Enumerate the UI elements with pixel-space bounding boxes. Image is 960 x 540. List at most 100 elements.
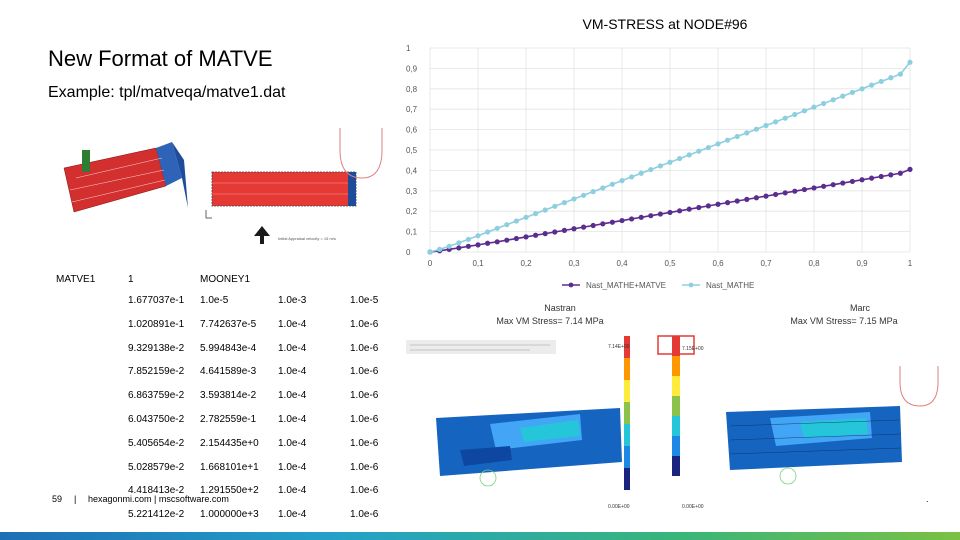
model-figure: Initial Appraisal velocity = 15 m/s [63,128,383,244]
table-cell: 3.593814e-2 [200,390,257,402]
y-tick-label: 0 [406,248,411,257]
series-point [859,86,865,92]
series-point [657,163,663,169]
table-cell: 1.0e-4 [278,461,307,473]
table-cell: 5.994843e-4 [200,342,257,354]
series-point [725,200,731,206]
series-point [792,188,798,194]
series-point [830,97,836,103]
y-tick-label: 0,8 [406,85,418,94]
x-tick-label: 0,2 [520,259,532,268]
fem-left-title: Nastran [544,303,576,313]
series-point [773,191,779,198]
table-header-model: MOONEY1 [200,274,251,285]
series-point [552,229,558,235]
table-cell: 1.0e-4 [278,318,307,330]
y-tick-label: 0,7 [406,105,418,114]
x-tick-label: 0 [428,259,433,268]
chart-series [427,59,913,255]
legend-marker [688,282,694,288]
fem-left-contour [436,408,622,476]
series-point [753,126,759,132]
tilted-mesh-block [63,142,188,213]
series-point [667,159,673,165]
bracket-shape [339,128,383,179]
series-point [533,211,539,217]
series-point [830,182,836,188]
series-point [782,115,788,121]
y-tick-label: 1 [406,44,411,53]
table-cell: 5.028579e-2 [128,461,185,473]
y-tick-label: 0,6 [406,126,418,135]
table-cell: 6.043750e-2 [128,414,185,425]
series-point [897,170,903,176]
series-point [677,155,683,162]
x-tick-label: 0,5 [664,259,676,268]
series-point [849,89,855,96]
fem-left-header-block [406,340,556,354]
fem-right-color-scale [672,336,680,476]
chart-grid [429,47,911,253]
series-point [581,224,587,230]
series-point [523,234,529,240]
series-point [811,185,817,191]
series-point [552,203,558,209]
series-point [485,240,491,246]
slide-subtitle: Example: tpl/matveqa/matve1.dat [48,84,286,101]
series-point [869,82,875,88]
footer-separator: | [74,494,77,504]
velocity-arrow-icon [254,226,270,236]
series-point [849,178,855,185]
series-point [696,204,702,211]
series-point [513,235,519,242]
table-cell: 1.020891e-1 [128,318,185,330]
table-cell: 1.0e-6 [350,485,379,497]
series-point [888,75,894,81]
x-tick-label: 0,6 [712,259,724,268]
series-point [734,133,740,140]
series-point [504,222,510,228]
fem-right-stress: Max VM Stress= 7.15 MPa [790,316,897,326]
series-point [773,119,779,125]
series-point [542,231,548,237]
fem-right-figure: Marc Max VM Stress= 7.15 MPa 7.15E+00 0.… [657,303,939,510]
table-cell: 2.782559e-1 [200,414,257,425]
series-point [456,245,462,251]
series-point [619,178,625,184]
series-point [629,216,635,222]
series-point [811,104,817,110]
bottom-brand-bar [0,532,960,540]
table-cell: 4.641589e-3 [200,366,257,378]
series-point [907,59,913,65]
fem-right-scale-max: 7.15E+00 [682,346,704,352]
table-cell: 1.0e-4 [278,366,307,378]
series-point [523,214,529,220]
footer-links: hexagonmi.com | mscsoftware.com [88,494,229,504]
table-cell: 7.852159e-2 [128,366,185,378]
series-point [878,173,884,180]
series-point [513,218,519,224]
fem-left-scale-max: 7.14E+00 [608,344,630,350]
table-cell: 1.0e-6 [350,437,379,449]
axis-triad-icon [205,210,212,219]
series-point [581,192,587,198]
series-point [667,209,673,216]
flat-mesh-block [211,171,357,207]
series-point [590,222,596,229]
series-point [446,243,452,249]
series-point [792,111,798,118]
series-point [763,122,769,129]
series-point [821,183,827,189]
table-cell: 1.677037e-1 [128,295,185,306]
page-number: 59 [52,494,63,504]
series-point [782,190,788,196]
series-point [734,198,740,204]
table-cell: 2.154435e+0 [200,437,259,449]
table-cell: 5.221412e-2 [128,509,185,521]
series-point [456,240,462,246]
series-point [619,217,625,224]
chart-x-ticks: 0 0,1 0,2 0,3 0,4 0,5 0,6 0,7 0,8 0,9 1 [428,259,913,268]
series-point [638,170,644,176]
table-cell: 1.668101e+1 [200,461,259,473]
series-point [590,189,596,195]
